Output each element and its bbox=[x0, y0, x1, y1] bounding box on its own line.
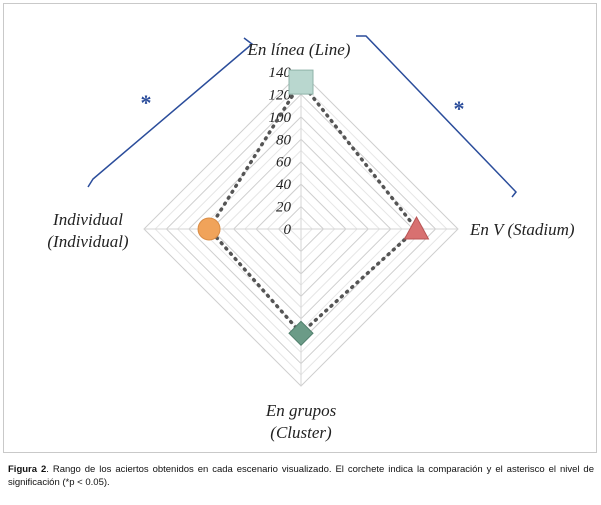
marker-diamond bbox=[288, 320, 314, 346]
bracket-right-asterisk: * bbox=[454, 96, 465, 121]
marker-circle bbox=[197, 217, 221, 241]
figure-label: Figura 2 bbox=[8, 464, 47, 475]
tick-label: 120 bbox=[269, 87, 292, 103]
tick-label: 0 bbox=[284, 222, 292, 238]
axis-label-stadium: En V (Stadium) bbox=[469, 220, 575, 239]
significance-brackets: * * bbox=[87, 35, 517, 198]
axis-label-individual-1: Individual bbox=[52, 210, 123, 229]
axis-label-individual-2: (Individual) bbox=[47, 232, 129, 251]
axis-label-cluster-2: (Cluster) bbox=[270, 423, 332, 442]
marker-square bbox=[288, 69, 314, 95]
axis-label-line: En línea (Line) bbox=[247, 40, 351, 59]
figure-caption: Figura 2. Rango de los aciertos obtenido… bbox=[8, 463, 594, 489]
tick-label: 80 bbox=[276, 132, 292, 148]
marker-triangle bbox=[403, 215, 430, 240]
tick-labels: 0 20 40 60 80 100 120 140 bbox=[269, 65, 292, 238]
bracket-left-asterisk: * bbox=[141, 90, 152, 115]
caption-text: . Rango de los aciertos obtenidos en cad… bbox=[8, 464, 595, 488]
series-markers bbox=[197, 69, 430, 346]
tick-label: 100 bbox=[269, 110, 292, 126]
bracket-right bbox=[356, 35, 517, 198]
figure-frame: 0 20 40 60 80 100 120 140 * * En línea (Line) En… bbox=[3, 3, 597, 453]
tick-label: 20 bbox=[276, 200, 292, 216]
tick-label: 140 bbox=[269, 65, 292, 81]
tick-label: 40 bbox=[276, 177, 292, 193]
bracket-left bbox=[87, 37, 254, 188]
axis-label-cluster-1: En grupos bbox=[265, 401, 337, 420]
tick-label: 60 bbox=[276, 155, 292, 171]
